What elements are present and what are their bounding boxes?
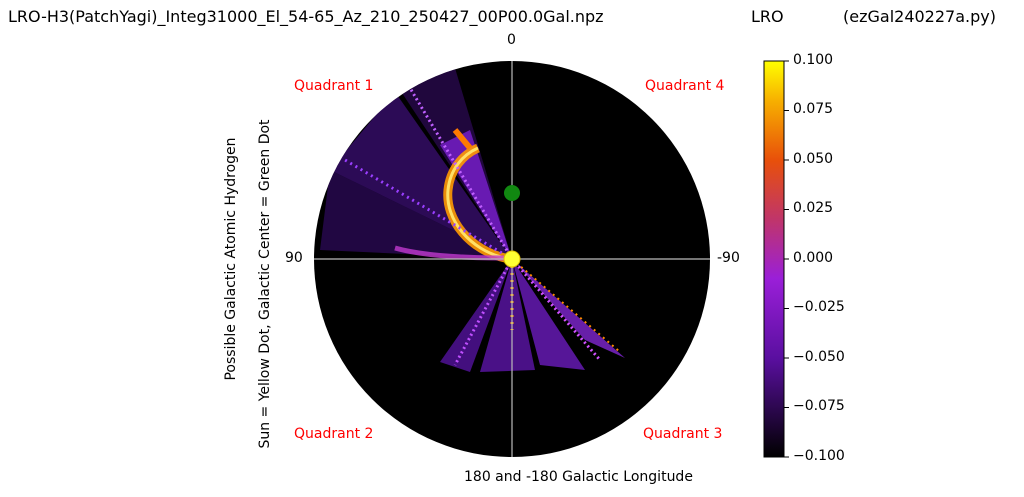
heatmap-wedge: [480, 259, 535, 372]
colorbar-tick-label: −0.100: [793, 448, 845, 464]
quadrant-1-label: Quadrant 1: [294, 78, 374, 94]
angle-label-top: 0: [507, 32, 516, 48]
quadrant-2-label: Quadrant 2: [294, 426, 374, 442]
colorbar-tick-label: 0.000: [793, 250, 834, 266]
quadrant-3-label: Quadrant 3: [643, 426, 723, 442]
x-axis-label: 180 and -180 Galactic Longitude: [464, 469, 693, 485]
colorbar: [763, 60, 785, 458]
quadrant-4-label: Quadrant 4: [645, 78, 725, 94]
heatmap-ridge: [394, 245, 506, 261]
heatmap-spoke: [408, 87, 514, 260]
colorbar-tick-label: 0.025: [793, 200, 834, 216]
colorbar-tick-label: −0.050: [793, 349, 845, 365]
heatmap-wedge: [512, 259, 585, 370]
heatmap-spoke: [344, 158, 513, 261]
chart-title: LRO-H3(PatchYagi)_Integ31000_El_54-65_Az…: [8, 7, 604, 26]
heatmap-spoke: [510, 258, 602, 361]
chart-title-observer: LRO: [751, 7, 784, 26]
sun-dot: [503, 250, 521, 268]
heatmap-ridge: [452, 128, 473, 150]
heatmap-ridge-core: [446, 146, 506, 260]
colorbar-tick-label: 0.075: [793, 101, 834, 117]
galactic-center-dot: [504, 185, 520, 201]
heatmap-spoke: [453, 258, 514, 366]
heatmap-wedge: [330, 92, 512, 259]
chart-title-script: (ezGal240227a.py): [843, 7, 996, 26]
colorbar-tick-label: 0.100: [793, 52, 834, 68]
y-axis-label-line1: Possible Galactic Atomic Hydrogen: [223, 137, 239, 381]
angle-label-left: 90: [285, 250, 303, 266]
colorbar-tick-label: −0.075: [793, 398, 845, 414]
angle-label-right: -90: [717, 250, 740, 266]
heatmap-wedge: [440, 259, 512, 372]
colorbar-tick-label: −0.025: [793, 299, 845, 315]
colorbar-ticks: [784, 60, 789, 458]
hydrogen-heatmap: [320, 68, 625, 372]
y-axis-label-line2: Sun = Yellow Dot, Galactic Center = Gree…: [257, 119, 273, 449]
colorbar-tick-label: 0.050: [793, 151, 834, 167]
heatmap-spoke: [511, 258, 621, 353]
